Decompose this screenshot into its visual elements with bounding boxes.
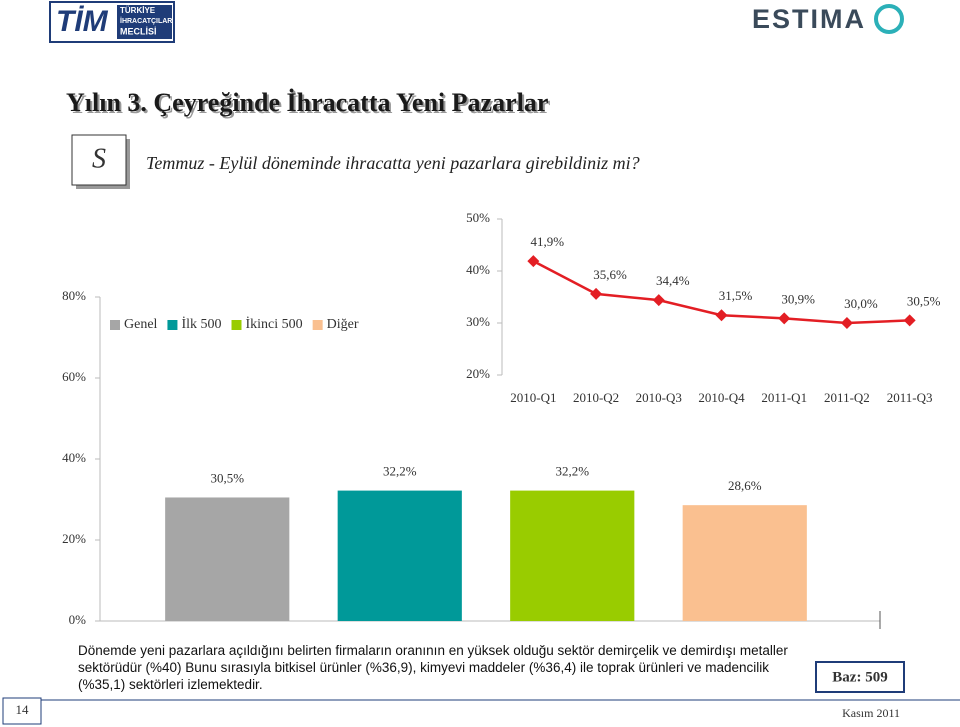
logo-right-icon bbox=[874, 4, 904, 34]
legend-swatch bbox=[312, 320, 323, 330]
note: Dönemde yeni pazarlara açıldığını belirt… bbox=[78, 643, 788, 692]
logo-left-sub: TÜRKİYE bbox=[120, 6, 156, 15]
marker bbox=[778, 312, 791, 325]
marker bbox=[903, 314, 916, 327]
y-tick-label: 40% bbox=[466, 262, 490, 277]
marker bbox=[715, 309, 728, 322]
data-label: 41,9% bbox=[531, 234, 565, 249]
data-label: 28,6% bbox=[728, 478, 762, 493]
legend-label: Genel bbox=[124, 317, 158, 332]
question-icon: S bbox=[92, 143, 106, 174]
x-tick-label: 2011-Q3 bbox=[887, 390, 933, 405]
bar bbox=[510, 490, 635, 621]
marker bbox=[652, 294, 665, 307]
y-tick-label: 20% bbox=[62, 531, 86, 546]
y-tick-label: 80% bbox=[62, 288, 86, 303]
logo-left-box bbox=[117, 5, 172, 39]
legend-label: İkinci 500 bbox=[246, 316, 303, 332]
logo-left-sub: İHRACATÇILAR bbox=[120, 17, 172, 25]
y-tick-label: 40% bbox=[62, 450, 86, 465]
data-label: 31,5% bbox=[719, 288, 753, 303]
x-tick-label: 2010-Q1 bbox=[510, 390, 556, 405]
y-tick-label: 20% bbox=[466, 366, 490, 381]
page-number: 14 bbox=[16, 702, 30, 717]
x-tick-label: 2010-Q4 bbox=[698, 390, 745, 405]
data-label: 34,4% bbox=[656, 273, 690, 288]
base-box bbox=[815, 661, 905, 693]
data-label: 32,2% bbox=[383, 464, 417, 479]
marker bbox=[590, 287, 603, 300]
logo-right-text: ESTIMA bbox=[752, 4, 866, 34]
note-box: Dönemde yeni pazarlara açıldığını belirt… bbox=[78, 643, 788, 692]
base: Baz: 509 bbox=[832, 669, 887, 685]
y-tick-label: 30% bbox=[466, 314, 490, 329]
data-label: 35,6% bbox=[593, 267, 627, 282]
marker bbox=[840, 317, 853, 329]
y-tick-label: 0% bbox=[69, 612, 87, 627]
marker bbox=[527, 255, 540, 268]
legend-label: Diğer bbox=[327, 317, 359, 332]
legend-swatch bbox=[231, 320, 242, 330]
x-tick-label: 2011-Q1 bbox=[761, 390, 807, 405]
bar bbox=[165, 497, 290, 621]
legend-label: İlk 500 bbox=[181, 316, 221, 332]
date: Kasım 2011 bbox=[842, 706, 900, 720]
legend-swatch bbox=[110, 320, 120, 330]
bar bbox=[682, 505, 807, 621]
data-label: 30,9% bbox=[781, 291, 815, 306]
data-label: 30,0% bbox=[844, 296, 878, 311]
x-tick-label: 2011-Q2 bbox=[824, 390, 870, 405]
question: Temmuz - Eylül döneminde ihracatta yeni … bbox=[146, 153, 640, 173]
y-tick-label: 60% bbox=[62, 369, 86, 384]
logo-left-text: TİM bbox=[56, 5, 109, 38]
page-box bbox=[2, 697, 42, 725]
bar bbox=[337, 490, 462, 621]
logo-left-sub: MECLİSİ bbox=[120, 26, 157, 36]
x-tick-label: 2010-Q3 bbox=[636, 390, 682, 405]
data-label: 32,2% bbox=[555, 464, 589, 479]
title-shadow: Yılın 3. Çeyreğinde İhracatta Yeni Pazar… bbox=[68, 90, 550, 119]
data-label: 30,5% bbox=[210, 470, 244, 485]
question-icon-box bbox=[71, 134, 127, 186]
x-tick-label: 2010-Q2 bbox=[573, 390, 619, 405]
legend-swatch bbox=[167, 320, 178, 330]
title: Yılın 3. Çeyreğinde İhracatta Yeni Pazar… bbox=[66, 88, 548, 117]
data-label: 30,5% bbox=[907, 293, 941, 308]
y-tick-label: 50% bbox=[466, 210, 490, 225]
